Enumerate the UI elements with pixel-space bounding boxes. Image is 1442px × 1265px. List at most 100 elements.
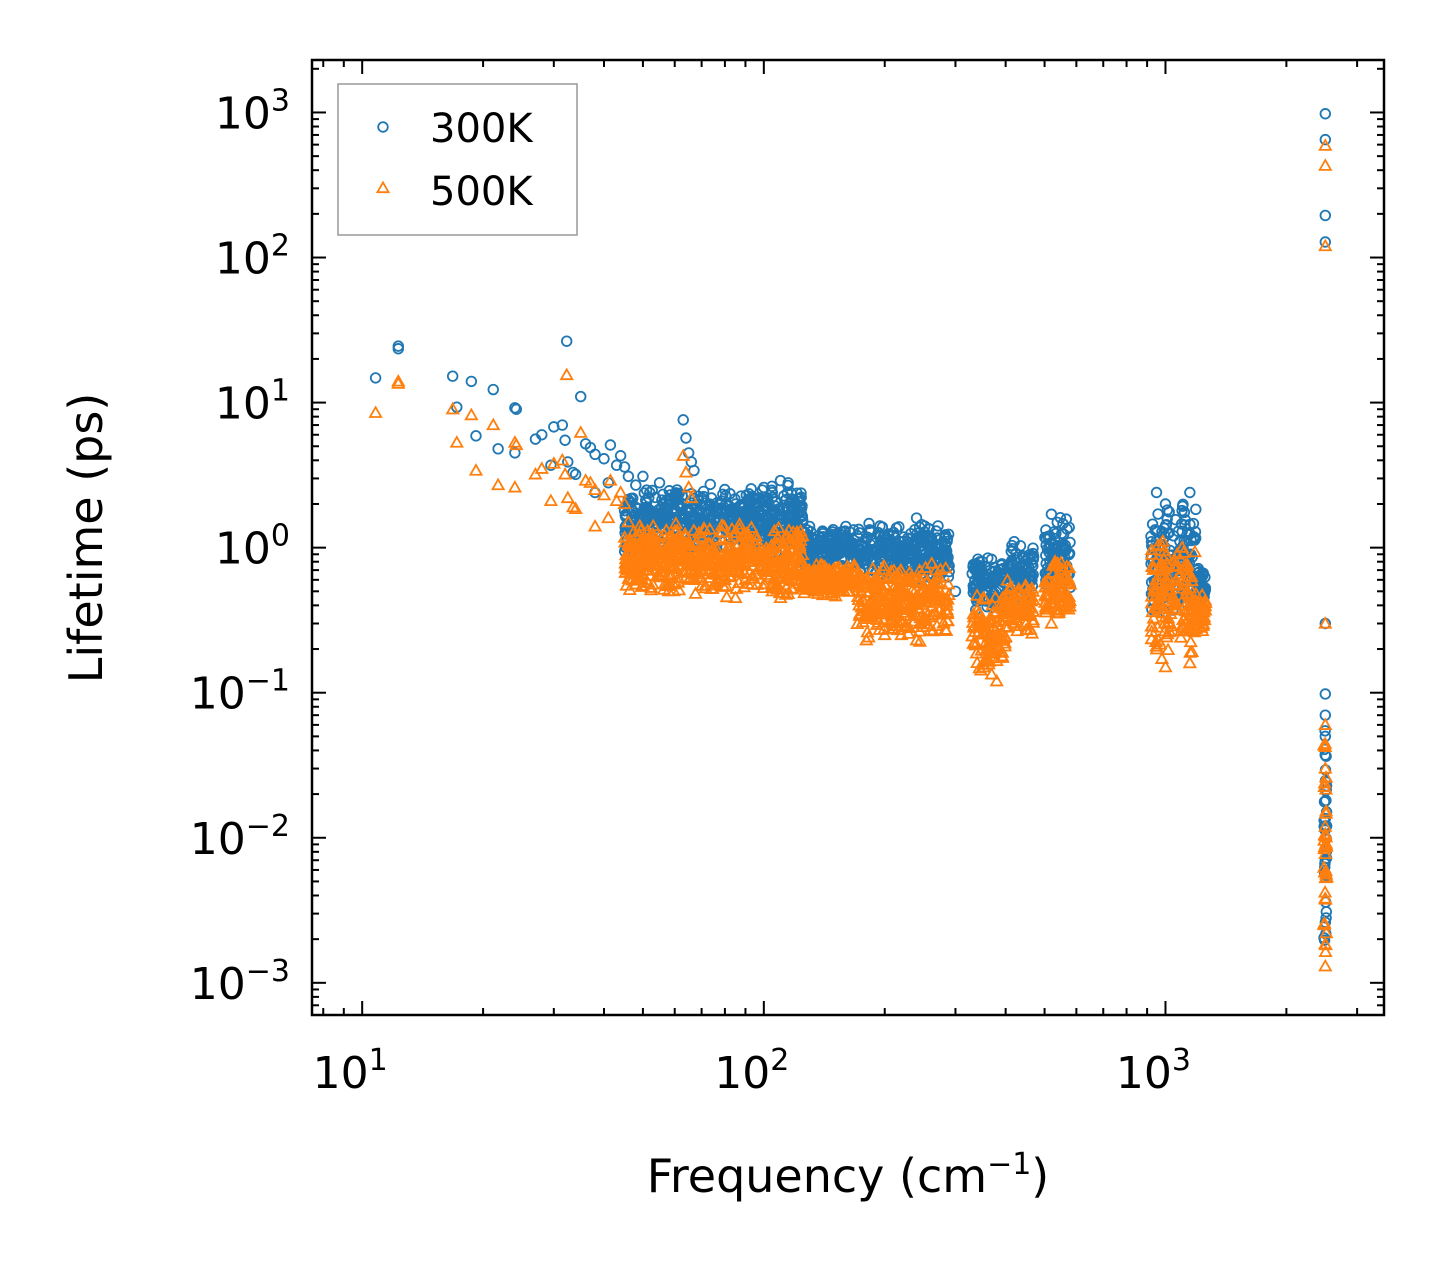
data-point xyxy=(854,570,869,584)
data-point xyxy=(937,548,950,560)
data-point xyxy=(575,390,587,403)
data-point xyxy=(938,560,953,574)
data-point xyxy=(1180,620,1195,634)
data-point xyxy=(886,621,901,634)
data-point xyxy=(1157,605,1172,619)
data-point xyxy=(1012,568,1025,581)
data-point xyxy=(981,642,997,656)
data-point xyxy=(621,554,637,568)
data-point xyxy=(1197,612,1212,626)
data-point xyxy=(583,475,598,488)
data-point xyxy=(758,481,770,494)
data-point xyxy=(1318,796,1331,808)
data-point xyxy=(738,572,753,585)
data-point xyxy=(1006,554,1018,567)
data-point xyxy=(869,610,885,623)
data-point xyxy=(653,543,668,556)
data-point xyxy=(1161,614,1176,628)
data-point xyxy=(1158,548,1174,562)
data-point xyxy=(1150,486,1163,499)
data-point xyxy=(1146,518,1159,530)
data-point xyxy=(1318,238,1333,252)
data-point xyxy=(1190,503,1202,516)
data-point xyxy=(1318,846,1333,860)
data-point xyxy=(876,600,891,613)
legend-circle-icon xyxy=(377,121,389,133)
data-point xyxy=(785,582,801,595)
data-point xyxy=(1195,596,1211,609)
data-point xyxy=(672,539,688,553)
data-point xyxy=(1152,508,1164,520)
data-point xyxy=(902,620,917,634)
data-point xyxy=(598,453,610,465)
data-point xyxy=(557,466,573,480)
data-point xyxy=(1178,506,1191,518)
data-point xyxy=(792,559,807,573)
data-point xyxy=(1318,944,1333,958)
data-point xyxy=(667,523,682,537)
data-point xyxy=(859,535,872,548)
data-point xyxy=(628,552,643,565)
data-point xyxy=(1320,906,1333,918)
data-point xyxy=(392,340,404,352)
data-point xyxy=(985,574,997,586)
data-point xyxy=(745,483,757,495)
legend-marker-300k xyxy=(377,121,389,133)
data-point xyxy=(703,545,718,559)
data-point xyxy=(1040,573,1055,586)
data-point xyxy=(969,588,985,601)
data-point xyxy=(617,530,632,543)
data-point xyxy=(509,437,524,451)
data-point xyxy=(774,474,787,487)
x-tick-labels: 101 102 103 xyxy=(313,1043,1191,1099)
data-point xyxy=(507,480,523,493)
x-tick-label: 103 xyxy=(1116,1043,1191,1099)
data-point xyxy=(1158,659,1173,673)
data-point xyxy=(509,447,521,459)
data-point xyxy=(613,485,628,498)
data-point xyxy=(1319,133,1332,146)
data-point xyxy=(655,567,671,580)
data-point xyxy=(975,616,990,629)
data-point xyxy=(999,594,1014,607)
data-point xyxy=(680,432,692,444)
data-point xyxy=(865,561,880,574)
x-tick-label: 102 xyxy=(714,1043,789,1099)
data-point xyxy=(1047,573,1063,587)
data-point xyxy=(1183,634,1198,648)
data-point xyxy=(765,541,780,554)
data-point xyxy=(913,615,928,628)
data-point xyxy=(830,582,845,596)
data-point xyxy=(1155,533,1170,547)
data-point xyxy=(534,461,549,474)
data-point xyxy=(626,504,639,517)
data-point xyxy=(766,510,778,522)
data-point xyxy=(1191,606,1206,620)
data-point xyxy=(465,375,478,388)
data-point xyxy=(923,622,938,636)
data-point xyxy=(1011,581,1026,595)
data-point xyxy=(881,587,896,600)
data-point xyxy=(618,504,631,517)
data-point xyxy=(645,532,660,546)
data-point xyxy=(983,614,999,628)
data-point xyxy=(644,486,656,499)
data-point xyxy=(1154,558,1169,572)
data-point xyxy=(893,554,906,566)
data-point xyxy=(756,557,771,571)
data-point xyxy=(966,568,978,580)
legend-triangle-icon xyxy=(375,180,391,194)
data-point xyxy=(604,439,617,451)
data-point xyxy=(464,407,479,421)
data-point xyxy=(639,550,655,564)
data-point xyxy=(790,528,805,541)
data-point xyxy=(855,614,870,628)
data-point xyxy=(1318,158,1333,171)
data-point xyxy=(676,448,691,461)
data-point xyxy=(726,542,741,556)
data-point xyxy=(774,508,786,520)
data-point xyxy=(1167,530,1180,542)
data-point xyxy=(661,546,676,560)
data-point xyxy=(1160,519,1172,531)
data-point xyxy=(1149,600,1165,614)
